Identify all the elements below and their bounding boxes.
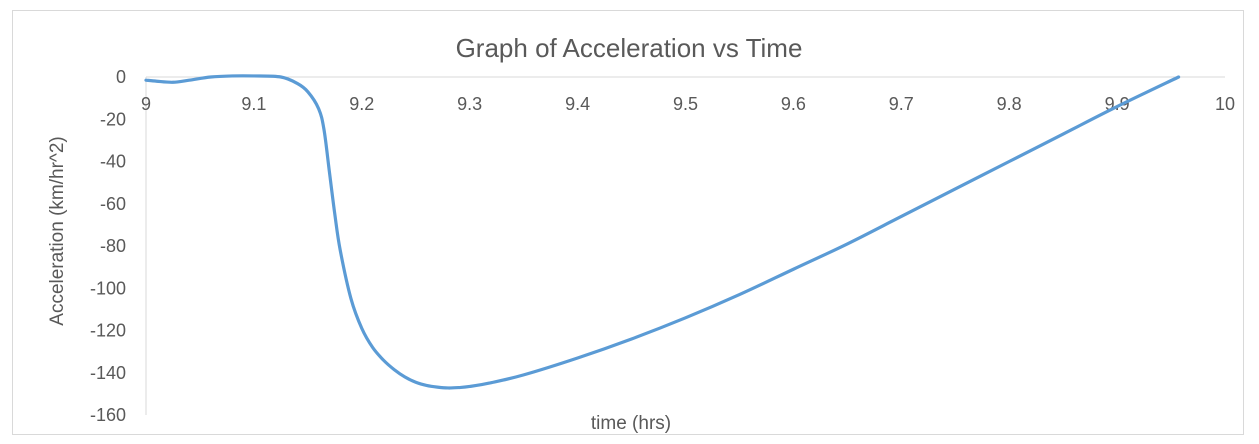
y-tick-label: -100 — [90, 278, 126, 298]
x-tick-label: 9.1 — [241, 94, 266, 114]
x-tick-label: 9.4 — [565, 94, 590, 114]
y-tick-label: -60 — [100, 194, 126, 214]
y-tick-labels: 0 -20 -40 -60 -80 -100 -120 -140 -160 — [90, 67, 126, 425]
chart-title: Graph of Acceleration vs Time — [456, 33, 803, 63]
y-tick-label: -20 — [100, 109, 126, 129]
y-axis-title: Acceleration (km/hr^2) — [47, 136, 68, 325]
x-tick-label: 9 — [141, 94, 151, 114]
x-tick-labels: 9 9.1 9.2 9.3 9.4 9.5 9.6 9.7 9.8 9.9 10 — [141, 94, 1235, 114]
x-axis-title: time (hrs) — [591, 413, 671, 434]
x-tick-label: 9.7 — [889, 94, 914, 114]
x-tick-label: 10 — [1215, 94, 1235, 114]
y-tick-label: 0 — [116, 67, 126, 87]
x-tick-label: 9.2 — [349, 94, 374, 114]
acceleration-chart: Graph of Acceleration vs Time 0 -20 -40 -60… — [47, 33, 1235, 434]
y-tick-label: -40 — [100, 152, 126, 172]
x-tick-label: 9.3 — [457, 94, 482, 114]
y-tick-label: -80 — [100, 236, 126, 256]
acceleration-series-line — [144, 74, 1181, 390]
x-tick-label: 9.8 — [997, 94, 1022, 114]
chart-frame: Graph of Acceleration vs Time 0 -20 -40 -60… — [12, 10, 1244, 435]
x-tick-label: 9.5 — [673, 94, 698, 114]
y-tick-label: -120 — [90, 321, 126, 341]
x-tick-label: 9.6 — [781, 94, 806, 114]
y-tick-label: -140 — [90, 363, 126, 383]
y-tick-label: -160 — [90, 405, 126, 425]
